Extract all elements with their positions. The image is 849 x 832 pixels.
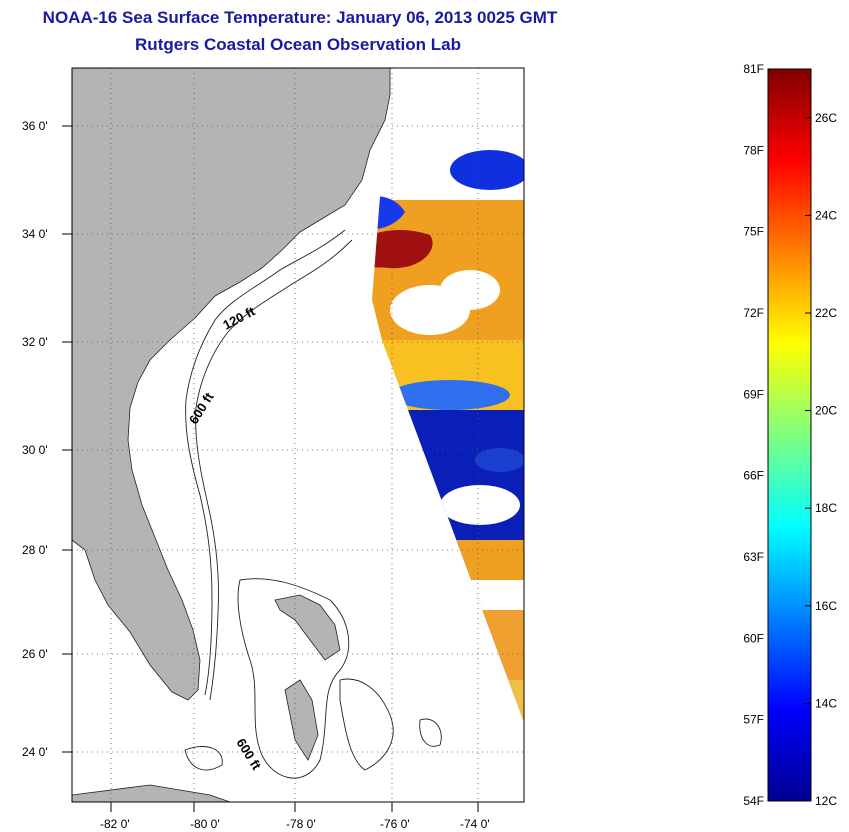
colorbar-label-c: 18C	[815, 501, 837, 515]
colorbar-label-f: 75F	[743, 225, 764, 239]
colorbar-label-f: 66F	[743, 469, 764, 483]
colorbar-label-f: 54F	[743, 794, 764, 808]
lat-label: 26 0'	[22, 647, 48, 661]
colorbar-label-f: 63F	[743, 550, 764, 564]
colorbar-label-c: 14C	[815, 696, 837, 710]
lat-label: 32 0'	[22, 335, 48, 349]
colorbar-label-f: 78F	[743, 143, 764, 157]
colorbar-label-f: 69F	[743, 387, 764, 401]
colorbar-scale	[767, 68, 812, 802]
lat-label: 24 0'	[22, 745, 48, 759]
page-subtitle: Rutgers Coastal Ocean Observation Lab	[135, 35, 461, 54]
colorbar-label-c: 24C	[815, 208, 837, 222]
colorbar-label-c: 20C	[815, 404, 837, 418]
colorbar-label-c: 12C	[815, 794, 837, 808]
colorbar-label-c: 16C	[815, 599, 837, 613]
lon-label: -78 0'	[286, 817, 316, 831]
land	[72, 68, 391, 802]
lat-label: 30 0'	[22, 443, 48, 457]
lon-label: -74 0'	[460, 817, 490, 831]
colorbar: 81F 78F 75F 72F 69F 66F 63F 60F 57F 54F 26C 24C 22C…	[743, 62, 837, 808]
colorbar-label-c: 26C	[815, 111, 837, 125]
colorbar-label-c: 22C	[815, 306, 837, 320]
lat-label: 36 0'	[22, 119, 48, 133]
axis-ticks	[62, 125, 479, 812]
page-title: NOAA-16 Sea Surface Temperature: January…	[42, 8, 558, 27]
grid	[72, 68, 524, 802]
lat-label: 34 0'	[22, 227, 48, 241]
lon-label: -76 0'	[380, 817, 410, 831]
colorbar-label-f: 72F	[743, 306, 764, 320]
lon-label: -80 0'	[190, 817, 220, 831]
map-frame	[71, 67, 525, 803]
colorbar-label-f: 57F	[743, 713, 764, 727]
lon-label: -82 0'	[100, 817, 130, 831]
lat-label: 28 0'	[22, 543, 48, 557]
depth-contours	[184, 229, 442, 779]
colorbar-label-f: 81F	[743, 62, 764, 76]
colorbar-label-f: 60F	[743, 631, 764, 645]
